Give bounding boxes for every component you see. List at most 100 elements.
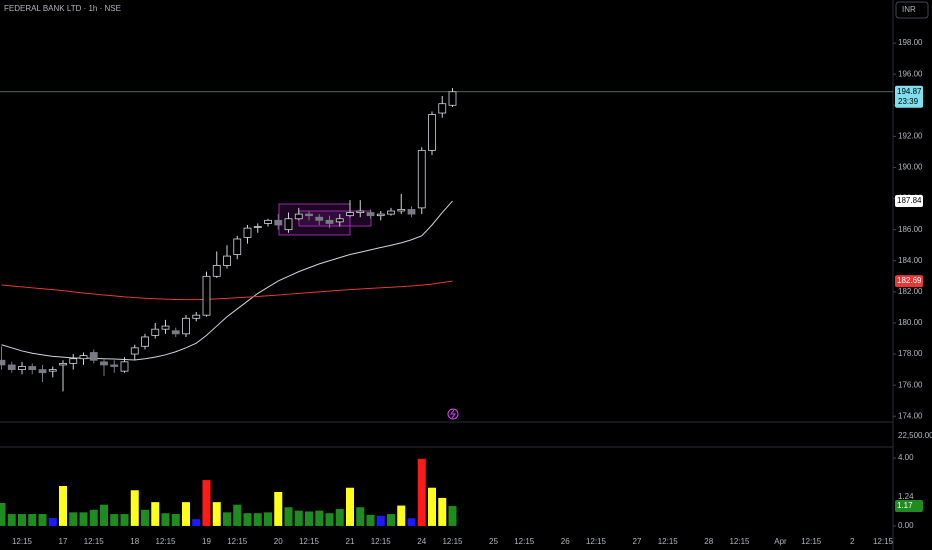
ma-value-box <box>895 195 923 208</box>
candle-body <box>264 219 272 224</box>
volume-bar <box>110 514 119 526</box>
last-price: 194.87 <box>897 87 922 96</box>
x-tick-label: 12:15 <box>514 537 535 546</box>
candle-body <box>18 366 26 370</box>
y-tick-label: 0.00 <box>898 521 914 530</box>
event-icon-bolt <box>450 409 456 419</box>
volume-bar <box>376 515 385 526</box>
candle-body <box>438 103 447 114</box>
candle-body <box>448 91 457 106</box>
volume-bar <box>335 508 344 526</box>
ma-value: 187.84 <box>897 196 922 205</box>
candle-body <box>366 212 375 217</box>
x-tick-label: 12:15 <box>729 537 750 546</box>
volume-bar <box>356 507 365 526</box>
volume-bar <box>69 512 78 526</box>
candle-body <box>7 364 16 370</box>
candle-body <box>315 216 324 221</box>
x-tick-label: 12:15 <box>299 537 320 546</box>
volume-bar <box>233 504 242 526</box>
candle-body <box>130 347 139 355</box>
volume-bar <box>79 512 88 526</box>
x-tick-label: 17 <box>59 537 68 546</box>
candle-body <box>284 218 293 231</box>
candle-body <box>110 364 119 367</box>
volume-bar <box>223 512 231 526</box>
x-tick-label: 26 <box>561 537 570 546</box>
x-tick-label: 25 <box>489 537 498 546</box>
volume-bar <box>294 510 303 526</box>
volume-bar <box>151 502 160 526</box>
y-tick-label: 192.00 <box>898 131 923 140</box>
volume-bar <box>448 506 457 526</box>
volume-bar <box>417 458 426 526</box>
x-tick-label: 12:15 <box>155 537 176 546</box>
x-tick-label: 12:15 <box>227 537 248 546</box>
candle-body <box>151 328 160 336</box>
volume-bar <box>366 514 375 526</box>
volume-bar <box>192 519 201 526</box>
x-tick-label: 12:15 <box>658 537 679 546</box>
y-tick-label: 184.00 <box>898 256 923 265</box>
volume-bar <box>7 514 16 526</box>
volume-bar <box>325 513 334 526</box>
x-tick-label: 27 <box>633 537 642 546</box>
y-tick-label: 4.00 <box>898 453 914 462</box>
volume-bar <box>274 491 283 526</box>
volume-bar <box>387 514 395 526</box>
candle-body <box>325 219 334 224</box>
candle-body <box>223 255 231 266</box>
x-tick-label: 24 <box>417 537 426 546</box>
volume-bar <box>48 517 57 526</box>
volume-bar <box>346 487 354 526</box>
y-tick-label: 176.00 <box>898 380 923 389</box>
x-tick-label: 20 <box>274 537 283 546</box>
y-tick-label: 180.00 <box>898 318 923 327</box>
candle-body <box>48 369 57 372</box>
volume-bar <box>315 510 324 526</box>
candle-body <box>376 213 385 217</box>
ma-value: 182.69 <box>897 276 922 285</box>
volume-bar <box>28 514 37 526</box>
candle-body <box>141 336 149 347</box>
volume-ma-value: 1.24 <box>898 492 914 501</box>
candle-body <box>407 209 416 215</box>
x-tick-label: 12:15 <box>586 537 607 546</box>
currency-label[interactable]: INR <box>902 5 916 14</box>
event-icon[interactable] <box>447 408 459 420</box>
candle-body <box>397 209 406 212</box>
candle-body <box>100 361 108 366</box>
candle-body <box>59 362 67 366</box>
volume-bar <box>284 507 293 526</box>
x-tick-label: 12:15 <box>371 537 392 546</box>
volume-value: 1.17 <box>897 501 913 510</box>
volume-bar <box>59 486 67 526</box>
candle-body <box>253 226 262 228</box>
x-tick-label: 12:15 <box>12 537 33 546</box>
volume-bar <box>161 513 170 526</box>
candle-body <box>171 330 180 335</box>
x-tick-label: Apr <box>774 537 787 546</box>
volume-bar <box>89 509 98 526</box>
candle-body <box>294 213 303 220</box>
x-tick-label: 18 <box>130 537 139 546</box>
volume-bar <box>407 518 416 526</box>
volume-bar <box>264 512 272 526</box>
candle-body <box>38 369 47 374</box>
volume-bar <box>130 490 139 526</box>
y-tick-label: 178.00 <box>898 349 923 358</box>
candle-body <box>202 275 211 316</box>
volume-value-box <box>895 500 923 513</box>
volume-bar <box>428 487 436 526</box>
volume-bar <box>243 513 252 526</box>
x-tick-label: 12:15 <box>442 537 463 546</box>
y-tick-label: 198.00 <box>898 38 923 47</box>
x-tick-label: 12:15 <box>801 537 822 546</box>
chart-title: FEDERAL BANK LTD · 1h · NSE <box>4 4 121 13</box>
candle-body <box>0 359 6 366</box>
x-tick-label: 2 <box>850 537 855 546</box>
currency-button[interactable] <box>895 1 929 19</box>
candle-body <box>182 317 190 335</box>
last-price-box <box>895 85 923 108</box>
candle-body <box>305 213 313 217</box>
